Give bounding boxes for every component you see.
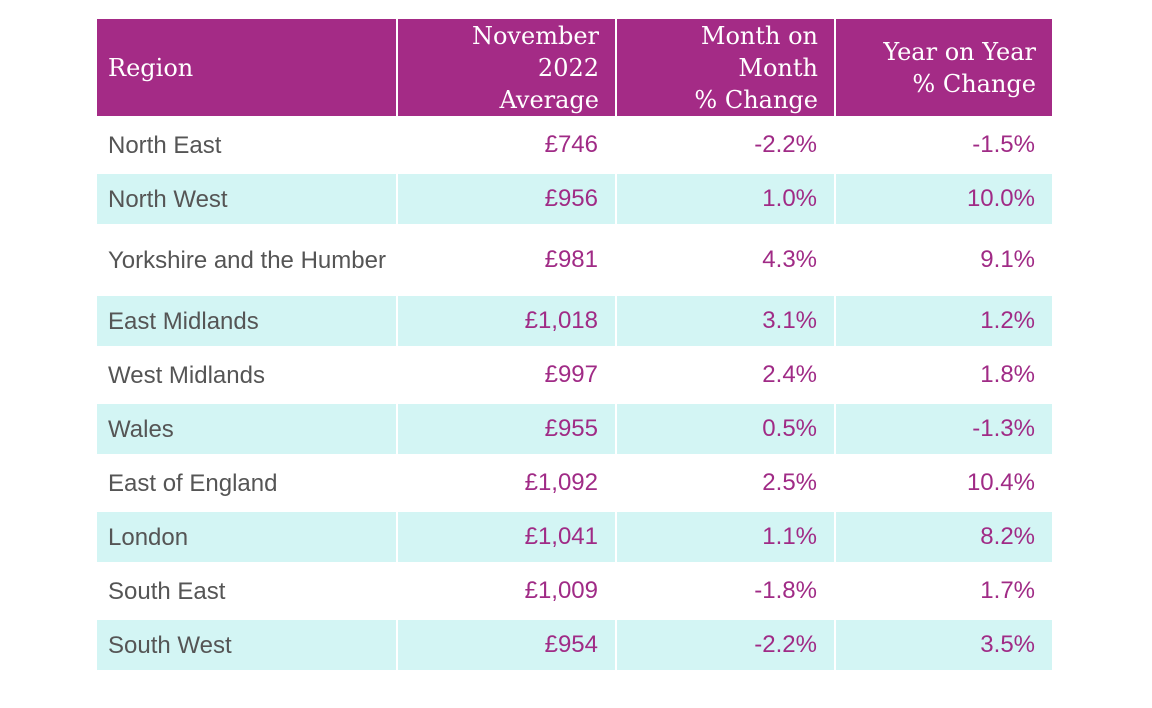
table-row: East of England £1,092 2.5% 10.4%	[97, 458, 1052, 508]
header-yoy-label: Year on Year % Change	[883, 37, 1036, 98]
table-body: North East £746 -2.2% -1.5% North West £956 1.…	[97, 120, 1052, 670]
table-row: Yorkshire and the Humber £981 4.3% 9.1%	[97, 228, 1052, 292]
cell-average: £981	[544, 246, 598, 273]
cell-mom: -1.8%	[754, 577, 817, 604]
header-yoy: Year on Year % Change	[836, 19, 1052, 116]
cell-yoy: 10.4%	[966, 469, 1035, 496]
cell-yoy: 1.8%	[980, 361, 1035, 388]
cell-average: £746	[544, 131, 598, 158]
cell-region: South East	[108, 577, 226, 605]
cell-average: £1,009	[524, 577, 598, 604]
table-row: East Midlands £1,018 3.1% 1.2%	[97, 296, 1052, 346]
cell-region: South West	[97, 620, 396, 670]
table-row: Wales £955 0.5% -1.3%	[97, 404, 1052, 454]
header-region-label: Region	[108, 53, 194, 82]
cell-mom: 2.5%	[762, 469, 817, 496]
table-row: South West £954 -2.2% 3.5%	[97, 620, 1052, 670]
cell-region: East Midlands	[97, 296, 396, 346]
cell-average: £955	[398, 404, 615, 454]
cell-region: Wales	[97, 404, 396, 454]
cell-average: £997	[544, 361, 598, 388]
cell-region: North West	[97, 174, 396, 224]
cell-yoy: 1.2%	[836, 296, 1052, 346]
cell-average: £954	[398, 620, 615, 670]
cell-region: North East	[108, 131, 222, 159]
cell-average: £1,041	[398, 512, 615, 562]
cell-average: £1,092	[524, 469, 598, 496]
table-row: West Midlands £997 2.4% 1.8%	[97, 350, 1052, 400]
cell-yoy: 1.7%	[980, 577, 1035, 604]
header-average-label: November 2022 Average	[471, 22, 599, 114]
cell-mom: 1.1%	[617, 512, 834, 562]
header-row: Region November 2022 Average Month on Mo…	[97, 19, 1052, 116]
cell-yoy: 9.1%	[980, 246, 1035, 273]
cell-region: London	[97, 512, 396, 562]
cell-yoy: -1.3%	[836, 404, 1052, 454]
header-mom: Month on Month % Change	[617, 19, 834, 116]
cell-mom: -2.2%	[617, 620, 834, 670]
cell-mom: 0.5%	[617, 404, 834, 454]
cell-region: West Midlands	[108, 361, 265, 389]
cell-mom: -2.2%	[754, 131, 817, 158]
cell-mom: 3.1%	[617, 296, 834, 346]
cell-yoy: 8.2%	[836, 512, 1052, 562]
table-row: London £1,041 1.1% 8.2%	[97, 512, 1052, 562]
cell-yoy: 3.5%	[836, 620, 1052, 670]
table-row: South East £1,009 -1.8% 1.7%	[97, 566, 1052, 616]
header-average: November 2022 Average	[398, 19, 615, 116]
cell-average: £956	[398, 174, 615, 224]
cell-average: £1,018	[398, 296, 615, 346]
cell-mom: 1.0%	[617, 174, 834, 224]
cell-mom: 4.3%	[762, 246, 817, 273]
cell-yoy: 10.0%	[836, 174, 1052, 224]
cell-region: East of England	[108, 469, 278, 497]
cell-yoy: -1.5%	[972, 131, 1035, 158]
header-region: Region	[97, 19, 396, 116]
cell-mom: 2.4%	[762, 361, 817, 388]
table-row: North East £746 -2.2% -1.5%	[97, 120, 1052, 170]
header-mom-label: Month on Month % Change	[694, 22, 818, 114]
table-row: North West £956 1.0% 10.0%	[97, 174, 1052, 224]
rent-table: Region November 2022 Average Month on Mo…	[97, 19, 1052, 674]
cell-region: Yorkshire and the Humber	[108, 246, 386, 274]
